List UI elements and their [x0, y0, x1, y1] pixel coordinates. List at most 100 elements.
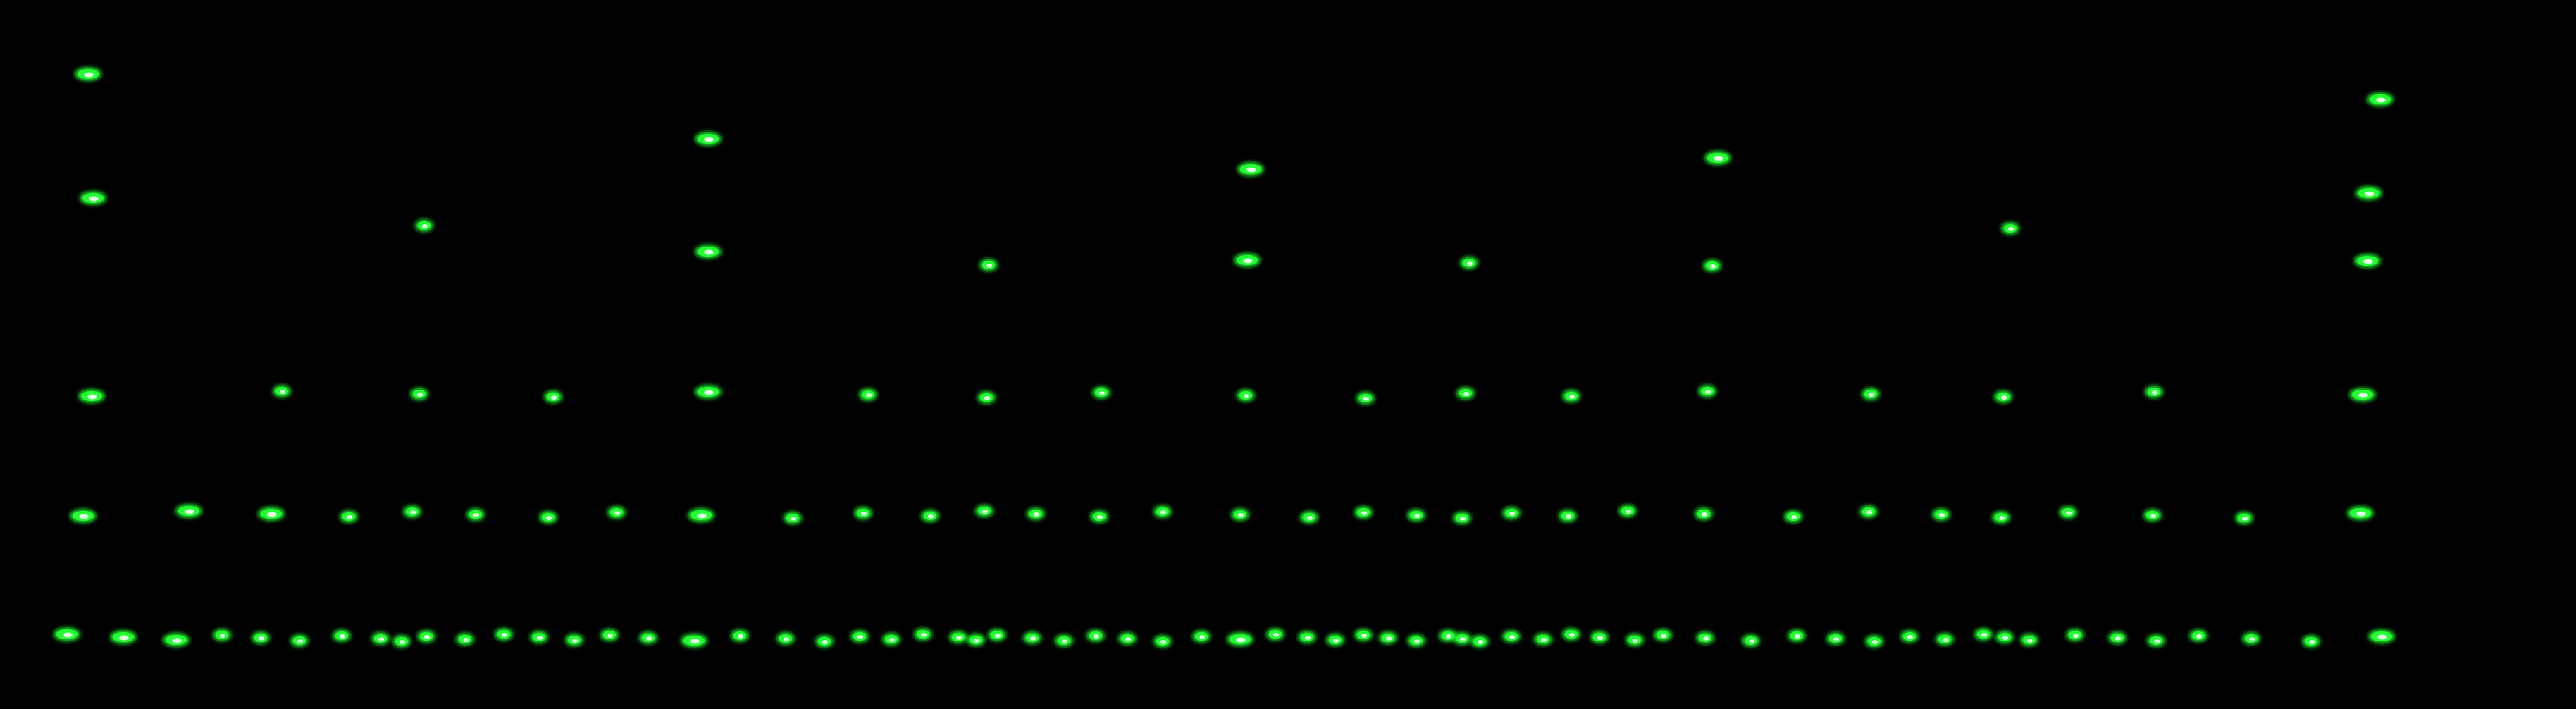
fluorescent-spot-core [607, 634, 614, 638]
fluorescent-spot-core [2363, 259, 2373, 264]
fluorescent-spot-core [1565, 514, 1572, 519]
fluorescent-spot-core [63, 632, 73, 638]
fluorescent-spot-core [1160, 640, 1167, 644]
fluorescent-spot-core [1833, 637, 1840, 641]
fluorescent-spot-core [1236, 637, 1246, 643]
fluorescent-spot-core [219, 634, 226, 638]
fluorescent-spot-core [1509, 512, 1516, 516]
fluorescent-spot-core [1477, 640, 1484, 644]
fluorescent-spot-core [1160, 510, 1167, 514]
fluorescent-spot-core [783, 637, 790, 641]
fluorescent-spot-core [1981, 633, 1988, 637]
fluorescent-spot-core [2248, 637, 2255, 641]
fluorescent-spot-core [550, 395, 557, 400]
fluorescent-spot-core [1098, 391, 1106, 395]
fluorescent-spot-core [185, 509, 194, 514]
fluorescent-spot-core [982, 510, 989, 514]
fluorescent-spot-core [1568, 633, 1575, 637]
fluorescent-spot-core [1709, 264, 1716, 269]
fluorescent-spot-core [690, 639, 700, 644]
fluorescent-spot-core [1361, 634, 1368, 638]
fluorescent-spot-core [421, 224, 428, 228]
fluorescent-spot-core [704, 137, 714, 142]
fluorescent-spot-core [501, 633, 508, 637]
fluorescent-spot-core [1237, 513, 1244, 517]
fluorescent-spot-core [920, 633, 927, 637]
fluorescent-spot-core [860, 512, 867, 516]
fluorescent-spot-core [1466, 261, 1473, 266]
fluorescent-spot-core [87, 394, 97, 400]
fluorescent-spot-core [2356, 511, 2366, 517]
fluorescent-spot-core [267, 512, 277, 517]
fluorescent-spot-core [2114, 636, 2122, 641]
fluorescent-spot-core [1597, 636, 1604, 640]
fluorescent-spot-core [888, 638, 896, 642]
fluorescent-spot-core [1632, 639, 1639, 643]
fluorescent-spot-core [545, 516, 552, 520]
fluorescent-spot-core [1568, 395, 1575, 399]
fluorescent-spot-core [790, 517, 797, 521]
fluorescent-spot-core [1125, 637, 1132, 641]
fluorescent-spot-core [1061, 639, 1068, 643]
fluorescent-spot-core [1790, 515, 1797, 519]
fluorescent-spot-core [1033, 512, 1040, 517]
fluorescent-spot-core [645, 636, 652, 641]
fluorescent-spot-core [1701, 512, 1708, 517]
fluorescent-spot-core [614, 511, 621, 515]
fluorescent-spot-core [84, 72, 94, 78]
fluorescent-spot-core [1459, 637, 1466, 641]
fluorescent-spot-core [1029, 636, 1036, 641]
fluorescent-spot-core [2151, 390, 2158, 395]
fluorescent-spot-core [2376, 97, 2386, 103]
fluorescent-spot-core [2196, 634, 2203, 639]
fluorescent-spot-core [409, 510, 416, 514]
fluorescent-spot-core [1459, 517, 1466, 521]
fluorescent-spot-core [2002, 636, 2009, 640]
fluorescent-spot-core [1907, 635, 1914, 639]
fluorescent-spot-core [279, 390, 286, 394]
fluorescent-spot-core [927, 514, 934, 519]
fluorescent-spot-core [857, 635, 864, 639]
fluorescent-spot-core [339, 634, 346, 639]
fluorescent-spot-core [1093, 634, 1100, 639]
fluorescent-spot-core [697, 513, 707, 519]
fluorescent-spot-core [89, 196, 99, 202]
fluorescent-spot-core [1445, 634, 1452, 639]
fluorescent-spot-core [258, 636, 265, 641]
fluorescent-spot-core [1413, 639, 1420, 643]
fluorescent-spot-core [973, 639, 980, 643]
fluorescent-spot-core [1306, 516, 1313, 520]
fluorescent-spot-core [1866, 510, 1873, 514]
fluorescent-spot-core [2377, 634, 2387, 640]
fluorescent-spot-core [416, 393, 423, 397]
fluorescent-spot-core [1199, 635, 1206, 639]
fluorescent-spot-core [1385, 636, 1392, 641]
fluorescent-spot-core [1096, 515, 1103, 519]
fluorescent-spot-core [737, 634, 744, 639]
fluorescent-spot-core [984, 396, 991, 400]
fluorescent-spot-core [2026, 639, 2033, 643]
fluorescent-spot-core [1361, 511, 1368, 515]
fluorescent-spot-core [2308, 640, 2315, 644]
fluorescent-spot-core [1868, 393, 1875, 397]
fluorescent-spot-core [473, 513, 480, 517]
fluorescent-spot-core [1704, 390, 1711, 394]
fluorescent-spot-core [2000, 395, 2007, 400]
fluorescent-spot-core [79, 514, 89, 519]
fluorescent-spot-core [1871, 640, 1878, 644]
fluorescent-spot-core [865, 393, 872, 397]
fluorescent-spot-core [2150, 514, 2157, 518]
fluorescent-spot-core [986, 264, 993, 268]
fluorescent-spot-core [1702, 636, 1709, 641]
fluorescent-spot-core [571, 639, 578, 643]
fluorescent-spot-core [1540, 638, 1547, 642]
fluorescent-spot-core [2358, 393, 2368, 398]
fluorescent-spot-core [1998, 516, 2005, 520]
fluorescent-spot-core [2241, 517, 2248, 521]
fluorescent-spot-core [1413, 514, 1420, 518]
fluorescent-spot-core [423, 635, 431, 639]
fluorescent-spot-core [1304, 636, 1311, 640]
fluorescent-spot-core [822, 640, 829, 644]
